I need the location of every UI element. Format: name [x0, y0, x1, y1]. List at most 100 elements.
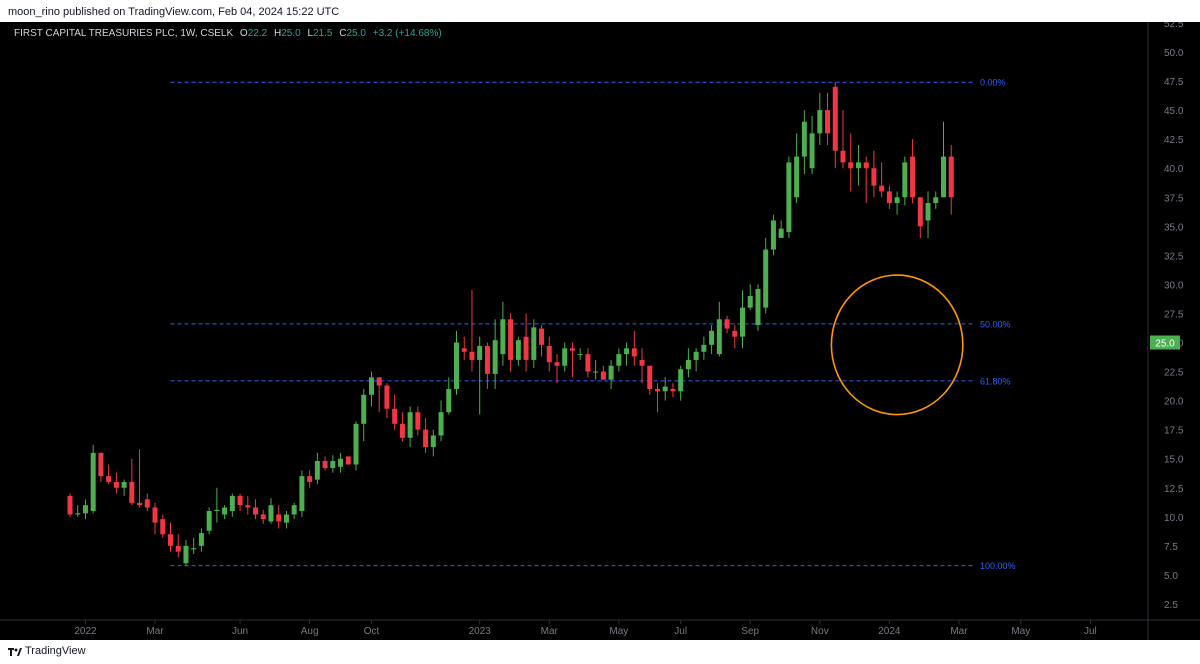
candle-up	[740, 307, 746, 337]
y-tick-label: 30.0	[1164, 280, 1184, 291]
y-tick-label: 7.5	[1164, 542, 1178, 553]
candle-down	[484, 345, 490, 374]
fib-level-label: 100.00%	[980, 561, 1016, 571]
candle-up	[214, 509, 220, 511]
y-tick-label: 27.5	[1164, 309, 1184, 320]
candle-up	[75, 513, 81, 515]
candle-down	[585, 354, 591, 372]
y-tick-label: 2.5	[1164, 600, 1178, 611]
candle-up	[770, 220, 776, 250]
candle-up	[291, 505, 297, 515]
candle-up	[678, 369, 684, 392]
y-tick-label: 50.0	[1164, 48, 1184, 59]
candle-down	[137, 502, 143, 506]
high-label: H	[273, 28, 282, 39]
x-tick-label: 2022	[74, 626, 97, 637]
candle-down	[917, 197, 923, 227]
grid	[0, 22, 1200, 640]
candle-up	[338, 458, 344, 467]
candle-down	[167, 534, 173, 546]
candle-down	[523, 336, 529, 360]
x-tick-label: Jun	[232, 626, 248, 637]
candle-up	[121, 481, 127, 488]
y-tick-label: 22.5	[1164, 368, 1184, 379]
candle-up	[662, 386, 668, 392]
x-tick-label: Aug	[301, 626, 319, 637]
highlight-circle	[830, 274, 964, 416]
candle-down	[237, 495, 243, 506]
candle-up	[183, 545, 189, 564]
candle-down	[863, 162, 869, 169]
candle-down	[670, 388, 676, 392]
candle-down	[886, 191, 892, 204]
candle-down	[67, 495, 73, 515]
y-tick-label: 35.0	[1164, 222, 1184, 233]
tradingview-logo-icon	[8, 648, 22, 656]
candle-down	[384, 385, 390, 409]
candle-up	[747, 296, 753, 308]
y-tick-label: 37.5	[1164, 193, 1184, 204]
candle-down	[910, 156, 916, 198]
x-tick-label: Mar	[950, 626, 968, 637]
candle-down	[840, 150, 846, 163]
candlestick-chart[interactable]: 0.00% 50.00% 61.80% 100.00% 2.5 5.0 7.5 10.0 12…	[0, 22, 1200, 640]
tradingview-brand: TradingView	[25, 645, 86, 657]
candle-up	[786, 162, 792, 233]
candle-up	[283, 514, 289, 523]
candle-up	[198, 533, 204, 546]
candle-down	[654, 388, 660, 392]
candle-down	[539, 328, 545, 345]
y-tick-label: 17.5	[1164, 426, 1184, 437]
candle-down	[848, 162, 854, 169]
candle-down	[322, 461, 328, 468]
publisher-bar: moon_rino published on TradingView.com, …	[0, 0, 1200, 22]
candles	[67, 82, 954, 566]
y-tick-label: 52.5	[1164, 22, 1184, 30]
y-tick-label: 42.5	[1164, 135, 1184, 146]
x-tick-label: Jul	[1084, 626, 1097, 637]
candle-up	[933, 197, 939, 204]
candle-down	[469, 351, 475, 360]
x-tick-label: Nov	[811, 626, 829, 637]
candle-up	[438, 412, 444, 436]
candle-up	[701, 344, 707, 352]
candle-up	[314, 461, 320, 480]
candle-down	[129, 481, 135, 503]
candle-up	[593, 371, 599, 373]
candle-up	[222, 507, 228, 515]
candle-down	[461, 348, 467, 352]
candle-up	[709, 330, 715, 345]
fib-retracement: 0.00% 50.00% 61.80% 100.00%	[170, 78, 1016, 571]
y-tick-label: 10.0	[1164, 513, 1184, 524]
candle-down	[113, 481, 119, 488]
candle-down	[144, 499, 150, 508]
low-label: L	[307, 28, 313, 39]
candle-up	[454, 342, 459, 389]
symbol-name: FIRST CAPITAL TREASURIES PLC, 1W, CSELK	[14, 28, 234, 39]
highlight-ellipse	[830, 274, 964, 416]
y-axis: 2.5 5.0 7.5 10.0 12.5 15.0 17.5 20.0 22.5 25.0 27.…	[1150, 22, 1184, 611]
candle-down	[345, 456, 351, 465]
change-value: +3.2 (+14.68%)	[372, 28, 442, 39]
candle-up	[763, 249, 769, 308]
candle-down	[253, 507, 259, 515]
candle-up	[801, 121, 807, 157]
candle-down	[376, 377, 382, 386]
candle-down	[423, 429, 429, 448]
y-tick-label: 5.0	[1164, 571, 1178, 582]
candle-down	[392, 408, 398, 424]
candle-up	[229, 495, 235, 511]
candle-up	[817, 110, 823, 134]
candle-down	[152, 507, 158, 523]
chart-area[interactable]: 0.00% 50.00% 61.80% 100.00% 2.5 5.0 7.5 10.0 12…	[0, 22, 1200, 640]
candle-up	[925, 203, 931, 221]
candle-up	[206, 510, 212, 531]
candle-down	[639, 359, 645, 366]
x-tick-label: 2024	[878, 626, 901, 637]
candle-up	[562, 348, 568, 366]
candle-down	[399, 423, 405, 438]
candle-down	[732, 330, 738, 337]
low-value: 21.5	[313, 28, 333, 39]
symbol-legend: FIRST CAPITAL TREASURIES PLC, 1W, CSELK …	[14, 28, 442, 39]
candle-down	[647, 365, 653, 389]
